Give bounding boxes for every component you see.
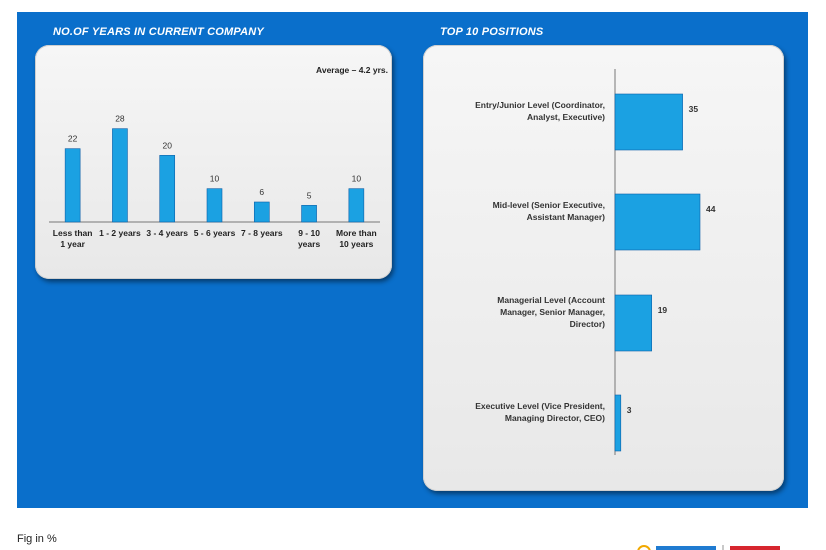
right-chart-title: TOP 10 POSITIONS [440,26,544,38]
data-label-2: 28 [115,114,125,124]
bar-3 [159,155,176,223]
data-label-7: 10 [352,174,362,184]
data-label-3: 20 [162,140,172,150]
bar-1 [614,93,683,151]
bar-7 [348,188,365,223]
years-chart-panel: Average – 4.2 yrs. 22 Less than 1 year 28 1 -… [35,45,392,279]
data-label-1: 35 [689,104,699,114]
data-label-6: 5 [307,190,312,200]
category-label-2: 1 - 2 years [99,228,141,238]
years-bar-chart: Average – 4.2 yrs. 22 Less than 1 year 28 1 -… [49,65,388,249]
bar-2 [614,193,701,251]
average-annotation: Average – 4.2 yrs. [316,65,388,75]
data-label-4: 3 [627,405,632,415]
bar-6 [301,205,317,223]
data-label-2: 44 [706,204,716,214]
category-label-1: Entry/Junior Level (Coordinator, Analyst,… [475,100,605,122]
category-label-7: More than 10 years [336,228,377,249]
bar-4 [614,394,622,452]
bar-5 [253,201,270,223]
category-label-3: Managerial Level (Account Manager, Senior… [497,295,605,329]
category-label-2: Mid-level (Senior Executive, Assistant Ma… [493,200,606,222]
data-label-1: 22 [68,134,78,144]
category-label-1: Less than 1 year [53,228,93,249]
category-label-6: 9 - 10 years [298,228,320,249]
category-label-4: Executive Level (Vice President, Managing… [475,401,605,423]
left-chart-title: NO.OF YEARS IN CURRENT COMPANY [53,26,264,38]
data-label-5: 6 [259,187,264,197]
bar-4 [206,188,223,223]
category-label-3: 3 - 4 years [146,228,188,238]
chart-board: NO.OF YEARS IN CURRENT COMPANY TOP 10 PO… [17,12,808,508]
data-label-4: 10 [210,174,220,184]
brand-logo [636,540,821,550]
data-label-3: 19 [658,305,668,315]
figure-note: Fig in % [17,533,57,545]
positions-chart-panel: 35 Entry/Junior Level (Coordinator, Analys… [423,45,784,491]
bar-2 [112,128,128,223]
category-label-5: 7 - 8 years [241,228,283,238]
bar-1 [64,148,81,223]
bar-3 [614,294,653,352]
positions-bar-chart: 35 Entry/Junior Level (Coordinator, Analys… [475,69,716,455]
category-label-4: 5 - 6 years [194,228,236,238]
